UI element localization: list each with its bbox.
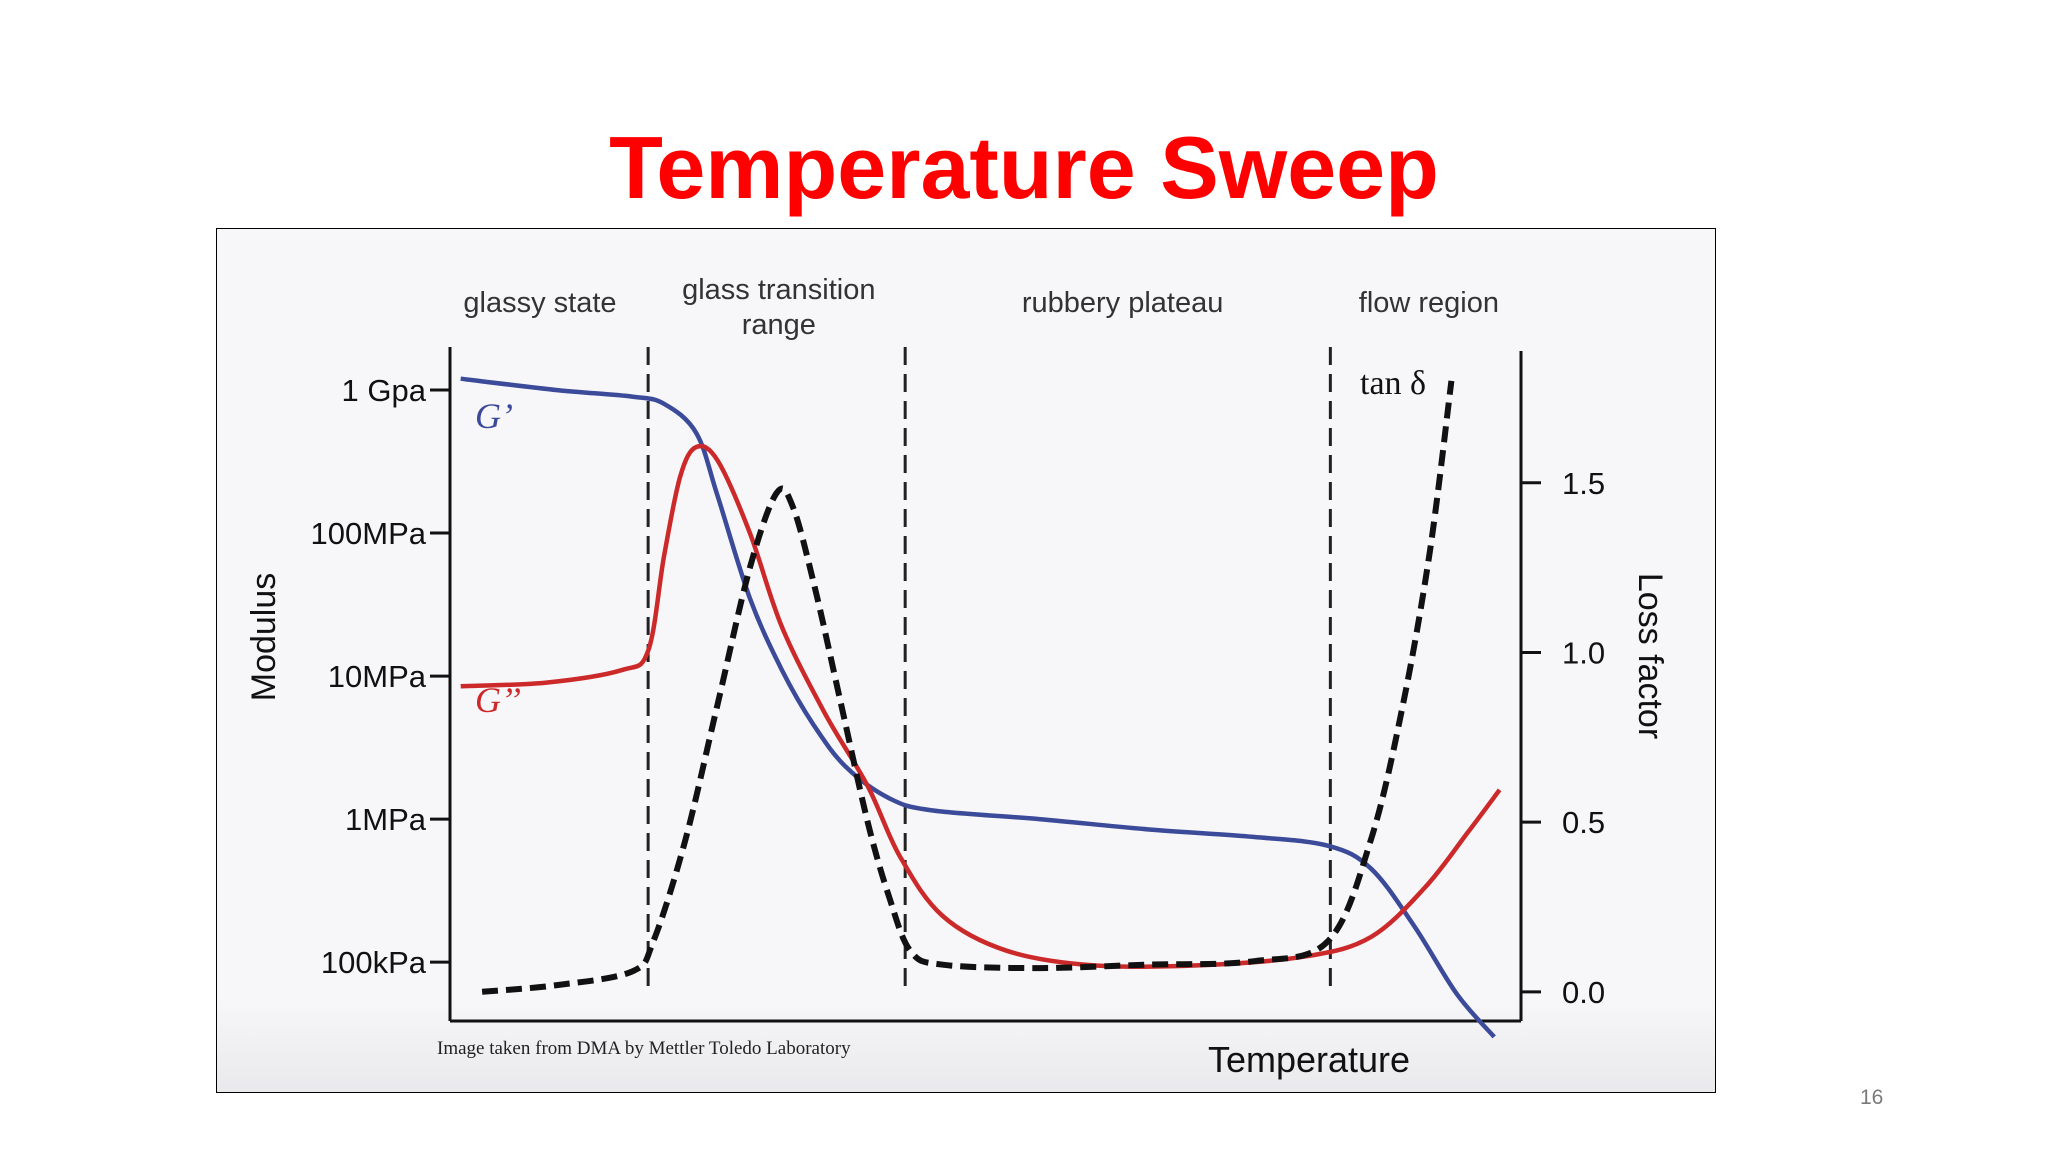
y-left-tick-label: 100MPa <box>311 516 427 551</box>
series-group <box>460 376 1502 1039</box>
y-right-tick-label: 0.0 <box>1562 975 1605 1010</box>
series-line <box>460 376 1496 1039</box>
region-label: range <box>742 309 816 341</box>
image-credit: Image taken from DMA by Mettler Toledo L… <box>437 1038 851 1059</box>
y-left-tick-label: 1MPa <box>345 802 427 837</box>
chart-figure: glassy state glass transition range rubbery… <box>216 228 1716 1093</box>
chart-background <box>217 229 1715 1092</box>
chart-bottom-shade <box>217 999 1715 1092</box>
y-right-tick-label: 1.5 <box>1562 466 1605 501</box>
y-axis-left-label: Modulus <box>245 573 283 702</box>
page-number: 16 <box>1860 1086 1884 1109</box>
region-label: rubbery plateau <box>1022 287 1224 319</box>
y-right-tick-label: 1.0 <box>1562 635 1605 670</box>
x-axis-label: Temperature <box>1208 1039 1410 1080</box>
slide-title: Temperature Sweep <box>609 118 1439 217</box>
curve-label: G’’ <box>475 680 521 720</box>
y-left-tick-label: 100kPa <box>321 945 427 980</box>
region-label: glass transition <box>682 274 875 306</box>
y-left-tick-label: 10MPa <box>328 659 427 694</box>
region-label: glassy state <box>463 287 616 319</box>
y-left-tick-label: 1 Gpa <box>342 373 427 408</box>
label-group: G’ G’’ tan δ <box>475 365 1426 720</box>
curve-label: tan δ <box>1360 365 1426 402</box>
region-label: flow region <box>1359 287 1499 319</box>
series-line <box>481 380 1455 995</box>
y-axis-right-label: Loss factor <box>1631 573 1669 739</box>
axes-group: 1 Gpa 100MPa 10MPa 1MPa 100kPa 0.0 0.5 1.0 1.5 <box>311 347 1605 1023</box>
y-right-tick-label: 0.5 <box>1562 805 1605 840</box>
curve-label: G’ <box>475 396 513 436</box>
